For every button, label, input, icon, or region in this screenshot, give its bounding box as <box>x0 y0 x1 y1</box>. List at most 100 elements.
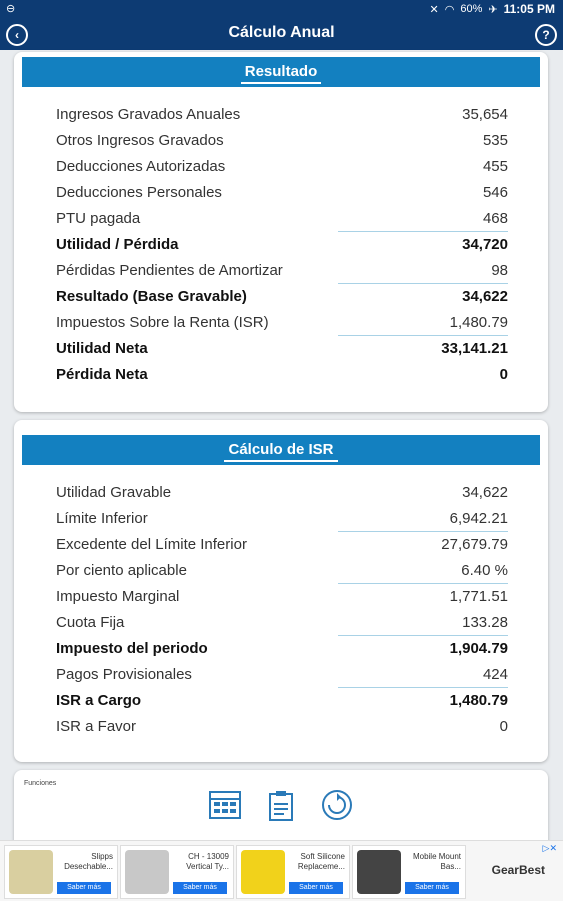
resultado-title: Resultado <box>240 63 322 84</box>
funciones-card: Funciones <box>14 770 548 850</box>
funciones-label: Funciones <box>24 780 57 787</box>
row-label: Pagos Provisionales <box>56 666 192 683</box>
saber-mas-button[interactable]: Saber más <box>289 882 343 894</box>
row-label: Otros Ingresos Gravados <box>56 132 224 149</box>
row-value: 1,480.79 <box>449 314 508 331</box>
row-value: 1,480.79 <box>449 692 508 709</box>
row-label: Impuesto Marginal <box>56 588 180 605</box>
table-row: Cuota Fija 133.28 <box>56 610 508 636</box>
back-button[interactable]: ‹ <box>6 24 28 46</box>
table-row: Excedente del Límite Inferior 27,679.79 <box>56 532 508 558</box>
ad-thumbnail <box>125 850 169 894</box>
wifi-icon: ◠ <box>444 3 455 16</box>
adchoices-icon[interactable]: ▷✕ <box>542 843 557 853</box>
clipboard-icon[interactable] <box>264 788 298 822</box>
mute-icon: ✕ <box>429 3 439 16</box>
row-value: 468 <box>482 210 508 227</box>
row-value: 133.28 <box>462 614 508 631</box>
table-row: Límite Inferior 6,942.21 <box>56 506 508 532</box>
row-value: 1,771.51 <box>449 588 508 605</box>
status-bar: ⊖ ✕ ◠ 60% ✈ 11:05 PM <box>0 0 563 18</box>
row-value: 535 <box>482 132 508 149</box>
row-value: 34,720 <box>462 236 508 253</box>
row-label: Impuesto del periodo <box>56 640 208 657</box>
calculo-isr-card: Cálculo de ISR Utilidad Gravable 34,622 Lí… <box>14 420 548 762</box>
calculo-isr-title: Cálculo de ISR <box>224 441 338 462</box>
table-row: Utilidad / Pérdida 34,720 <box>56 232 508 258</box>
ad-item[interactable]: CH - 13009 Vertical Ty... Saber más <box>120 845 234 899</box>
row-label: ISR a Favor <box>56 718 137 735</box>
row-label: Utilidad Gravable <box>56 484 172 501</box>
refresh-icon[interactable] <box>320 788 354 822</box>
row-value: 424 <box>482 666 508 683</box>
calculo-isr-header: Cálculo de ISR <box>22 435 540 465</box>
row-label: Deducciones Autorizadas <box>56 158 226 175</box>
row-value: 455 <box>482 158 508 175</box>
row-label: ISR a Cargo <box>56 692 142 709</box>
ad-thumbnail <box>357 850 401 894</box>
ad-text: CH - 13009 Vertical Ty... <box>186 852 229 871</box>
row-label: Utilidad / Pérdida <box>56 236 179 253</box>
row-label: Pérdidas Pendientes de Amortizar <box>56 262 283 279</box>
calculator-icon[interactable] <box>208 788 242 822</box>
app-bar: ‹ Cálculo Anual ? <box>0 18 563 50</box>
row-value: 33,141.21 <box>441 340 508 357</box>
row-label: Cuota Fija <box>56 614 125 631</box>
row-label: Por ciento aplicable <box>56 562 187 579</box>
row-value: 98 <box>491 262 508 279</box>
table-row: Pérdida Neta 0 <box>56 362 508 388</box>
table-row: Impuesto Marginal 1,771.51 <box>56 584 508 610</box>
row-label: Utilidad Neta <box>56 340 148 357</box>
row-value: 34,622 <box>462 288 508 305</box>
saber-mas-button[interactable]: Saber más <box>57 882 111 894</box>
table-row: Utilidad Neta 33,141.21 <box>56 336 508 362</box>
row-value: 0 <box>499 718 508 735</box>
ad-item[interactable]: Soft Silicone Replaceme... Saber más <box>236 845 350 899</box>
table-row: Impuestos Sobre la Renta (ISR) 1,480.79 <box>56 310 508 336</box>
row-label: PTU pagada <box>56 210 141 227</box>
airplane-icon: ✈ <box>488 3 498 16</box>
row-label: Ingresos Gravados Anuales <box>56 106 241 123</box>
row-value: 6.40 % <box>461 562 508 579</box>
ad-item[interactable]: Slipps Desechable... Saber más <box>4 845 118 899</box>
row-label: Deducciones Personales <box>56 184 222 201</box>
ad-thumbnail <box>241 850 285 894</box>
table-row: Deducciones Autorizadas 455 <box>56 154 508 180</box>
table-row: Otros Ingresos Gravados 535 <box>56 128 508 154</box>
saber-mas-button[interactable]: Saber más <box>405 882 459 894</box>
table-row: Pagos Provisionales 424 <box>56 662 508 688</box>
row-value: 34,622 <box>462 484 508 501</box>
resultado-header: Resultado <box>22 57 540 87</box>
row-label: Excedente del Límite Inferior <box>56 536 247 553</box>
row-value: 546 <box>482 184 508 201</box>
ad-item[interactable]: Mobile Mount Bas... Saber más <box>352 845 466 899</box>
row-value: 1,904.79 <box>449 640 508 657</box>
saber-mas-button[interactable]: Saber más <box>173 882 227 894</box>
row-value: 35,654 <box>462 106 508 123</box>
clock: 11:05 PM <box>503 2 555 16</box>
ad-brand[interactable]: GearBest <box>491 863 545 877</box>
table-row: Utilidad Gravable 34,622 <box>56 480 508 506</box>
row-value: 27,679.79 <box>441 536 508 553</box>
row-label: Límite Inferior <box>56 510 148 527</box>
ad-banner[interactable]: Slipps Desechable... Saber más CH - 13009 … <box>0 840 563 901</box>
row-label: Impuestos Sobre la Renta (ISR) <box>56 314 269 331</box>
battery-level: 60% <box>460 3 483 15</box>
table-row: Por ciento aplicable 6.40 % <box>56 558 508 584</box>
table-row: Resultado (Base Gravable) 34,622 <box>56 284 508 310</box>
table-row: Pérdidas Pendientes de Amortizar 98 <box>56 258 508 284</box>
ad-text: Slipps Desechable... <box>64 852 113 871</box>
table-row: Ingresos Gravados Anuales 35,654 <box>56 102 508 128</box>
table-row: ISR a Favor 0 <box>56 714 508 740</box>
help-button[interactable]: ? <box>535 24 557 46</box>
notification-icon: ⊖ <box>6 3 16 15</box>
table-row: ISR a Cargo 1,480.79 <box>56 688 508 714</box>
table-row: Impuesto del periodo 1,904.79 <box>56 636 508 662</box>
ad-text: Soft Silicone Replaceme... <box>297 852 345 871</box>
ad-text: Mobile Mount Bas... <box>412 852 461 871</box>
row-label: Resultado (Base Gravable) <box>56 288 247 305</box>
ad-thumbnail <box>9 850 53 894</box>
table-row: PTU pagada 468 <box>56 206 508 232</box>
row-value: 0 <box>499 366 508 383</box>
page-title: Cálculo Anual <box>228 24 335 41</box>
